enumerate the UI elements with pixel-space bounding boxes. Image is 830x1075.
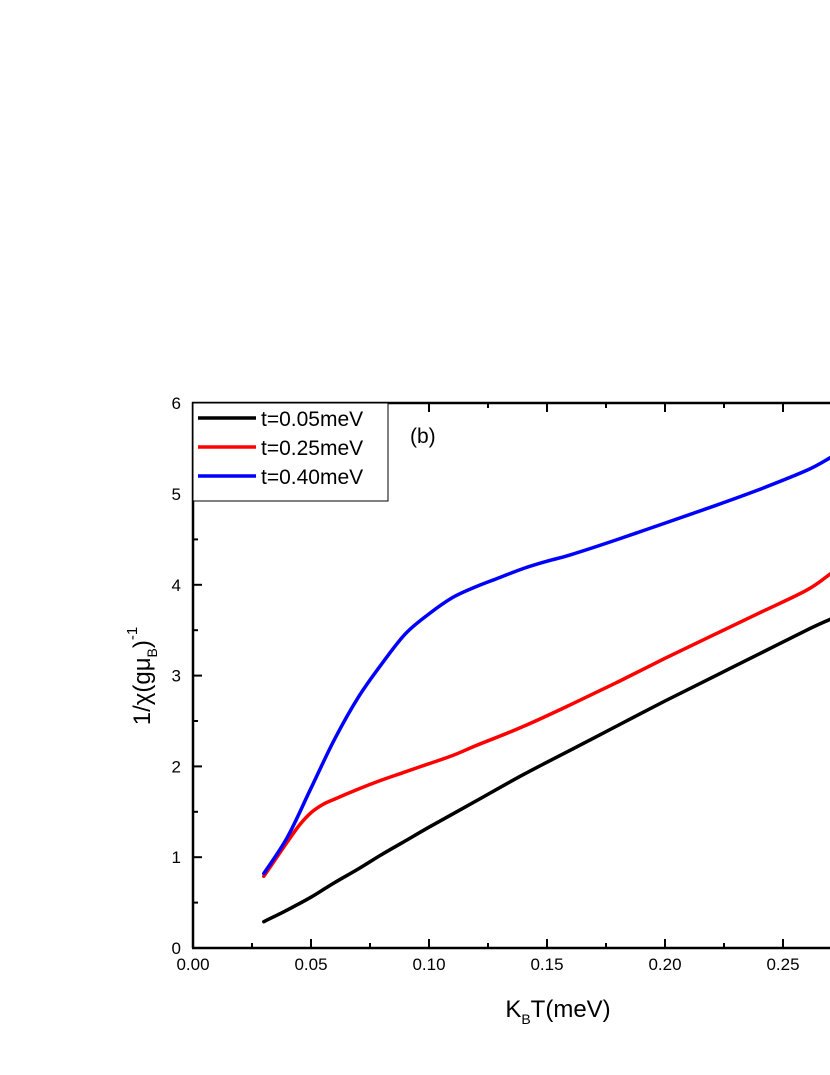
legend-label: t=0.25meV: [261, 437, 363, 460]
series-group: [262, 455, 830, 924]
series-line-2: [262, 572, 830, 879]
x-tick-label: 0.00: [176, 955, 209, 974]
y-tick-label: 3: [172, 667, 181, 686]
x-tick-label: 0.05: [294, 955, 327, 974]
x-axis-title: KBT(meV): [505, 996, 610, 1027]
y-tick-label: 1: [172, 848, 181, 867]
series-line-3: [262, 455, 830, 876]
legend-label: t=0.40meV: [261, 466, 363, 489]
legend-entries: t=0.05meV t=0.25meV t=0.40meV: [198, 408, 363, 489]
y-tick-label: 0: [172, 939, 181, 958]
y-tick-label: 5: [172, 485, 181, 504]
y-tick-label: 6: [172, 394, 181, 413]
x-tick-label: 0.20: [648, 955, 681, 974]
legend-label: t=0.05meV: [261, 408, 363, 431]
legend: t=0.05meV t=0.25meV t=0.40meV: [192, 402, 389, 502]
y-axis-title: 1/χ(gμB)-1: [124, 627, 160, 725]
y-tick-label: 4: [172, 576, 181, 595]
x-tick-label: 0.10: [412, 955, 445, 974]
x-tick-label: 0.15: [530, 955, 563, 974]
panel-label: (b): [410, 425, 436, 448]
series-line-1: [262, 617, 830, 924]
x-tick-label: 0.25: [766, 955, 799, 974]
y-tick-label: 2: [172, 757, 181, 776]
tick-labels-group: 0.00 0.05 0.10 0.15 0.20 0.25 0 1 2 3 4 5 6: [172, 394, 800, 974]
